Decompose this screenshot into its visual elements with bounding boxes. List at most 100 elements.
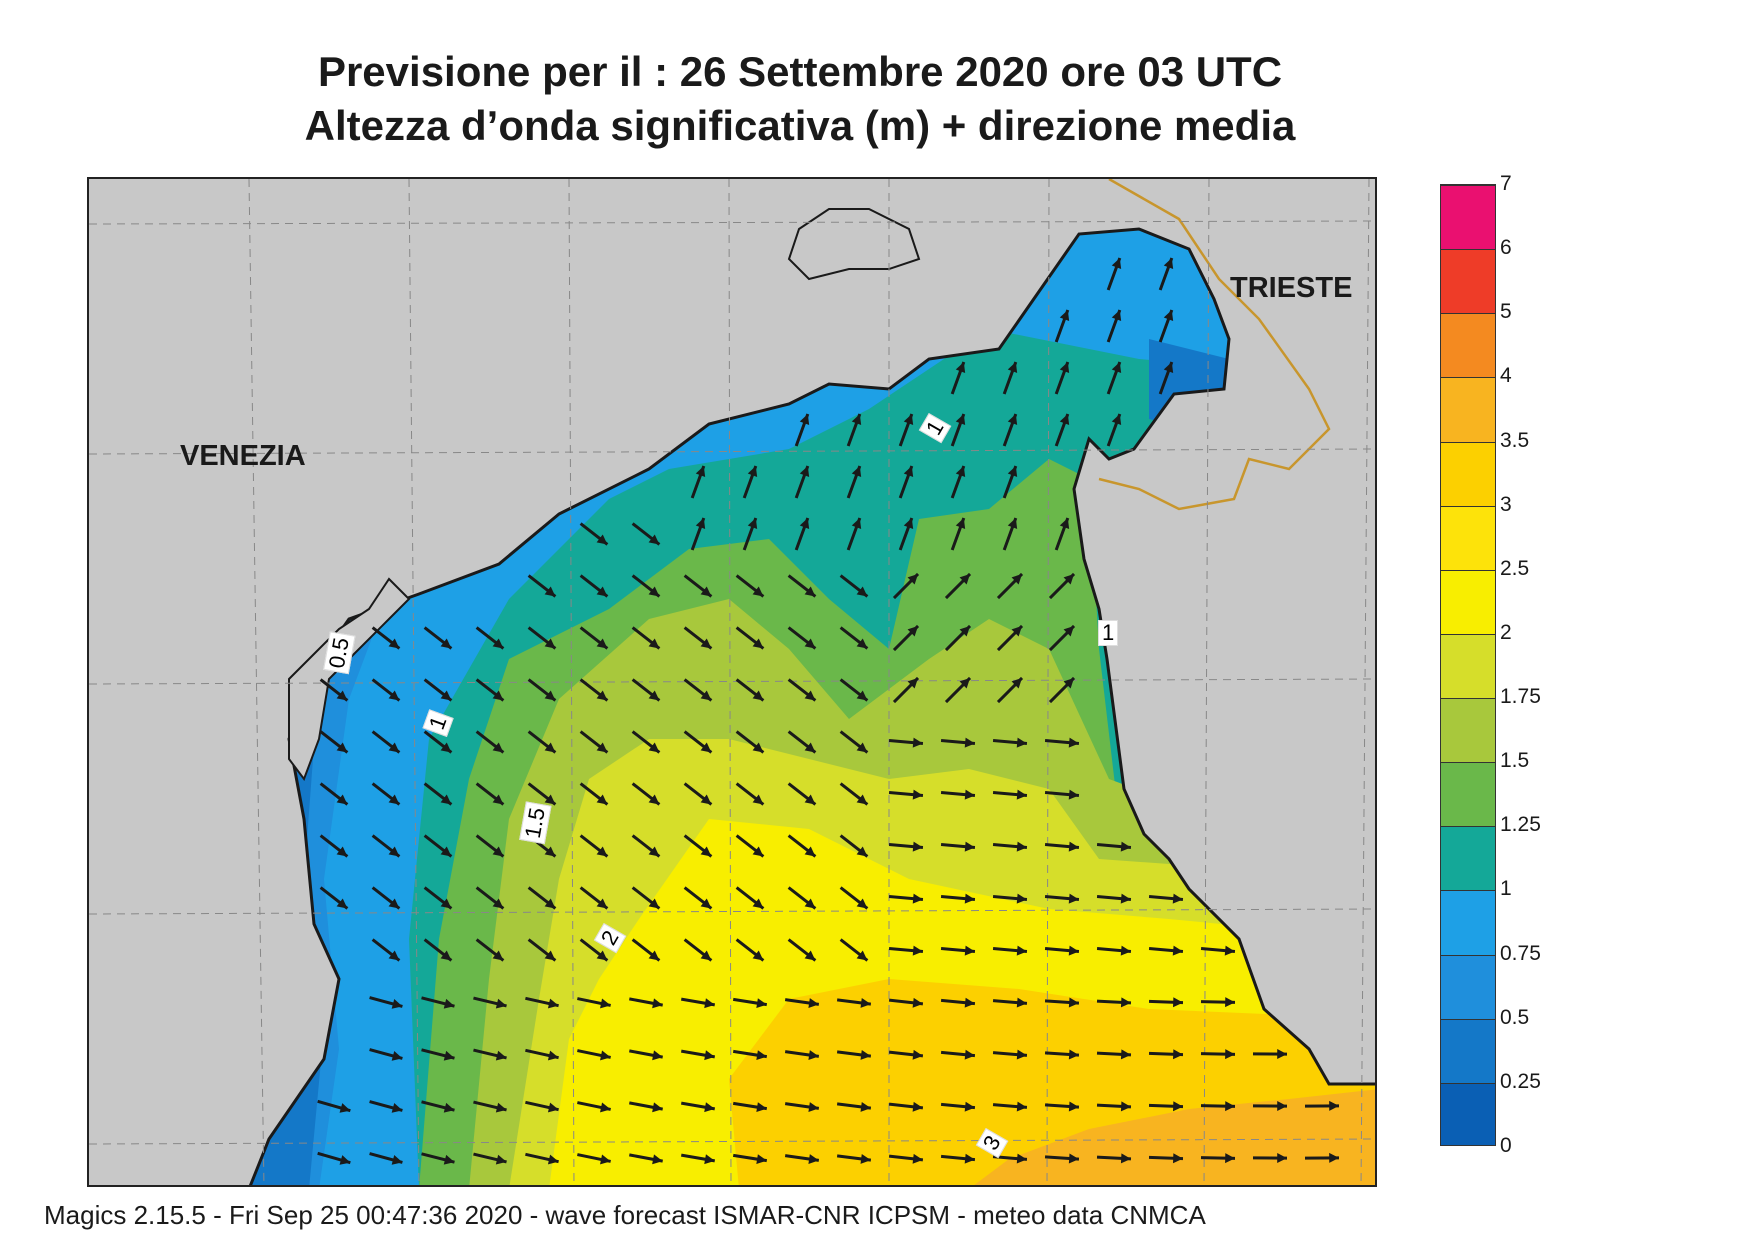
colorbar-segment xyxy=(1441,633,1495,699)
direction-arrow-head xyxy=(1111,258,1122,269)
direction-arrow-head xyxy=(1063,625,1075,637)
direction-arrow-head xyxy=(851,466,862,477)
direction-arrow-head xyxy=(752,690,764,701)
colorbar-segment xyxy=(1441,698,1495,763)
direction-arrow-head xyxy=(1173,997,1183,1008)
colorbar-segment xyxy=(1441,890,1495,955)
direction-arrow-head xyxy=(955,362,966,373)
direction-arrow-head xyxy=(752,586,764,597)
colorbar-tick-label: 6 xyxy=(1500,236,1512,260)
direction-arrow-head xyxy=(388,846,400,857)
direction-arrow-head xyxy=(1111,310,1122,321)
direction-arrow-head xyxy=(600,998,611,1009)
direction-arrow-head xyxy=(799,414,810,425)
direction-arrow-head xyxy=(1016,1153,1027,1164)
direction-arrow-head xyxy=(907,573,919,585)
direction-arrow-head xyxy=(652,1050,663,1061)
direction-arrow-head xyxy=(1120,1049,1131,1060)
direction-arrow-head xyxy=(964,997,975,1008)
direction-arrow-head xyxy=(443,1050,455,1061)
wave-direction-arrows xyxy=(317,257,1340,1165)
direction-arrow-head xyxy=(544,742,556,753)
direction-arrow-head xyxy=(955,518,966,529)
direction-arrow-head xyxy=(391,1051,403,1061)
direction-arrow-head xyxy=(955,414,966,425)
direction-arrow-head xyxy=(388,638,400,649)
direction-arrow-head xyxy=(856,898,868,909)
direction-arrow-head xyxy=(1111,362,1122,373)
direction-arrow-head xyxy=(492,898,504,909)
direction-arrow-head xyxy=(903,518,914,529)
colorbar-tick-label: 3.5 xyxy=(1500,428,1530,452)
colorbar-segment xyxy=(1441,1018,1495,1083)
direction-arrow-head xyxy=(964,1153,975,1164)
direction-arrow-head xyxy=(648,742,660,753)
direction-arrow-head xyxy=(1059,310,1070,321)
direction-arrow-head xyxy=(492,690,504,701)
wave-height-map xyxy=(87,177,1377,1187)
direction-arrow-head xyxy=(856,586,868,597)
colorbar-tick-label: 1.75 xyxy=(1500,685,1541,709)
direction-arrow-head xyxy=(752,950,764,961)
direction-arrow-head xyxy=(1277,1049,1287,1060)
direction-arrow-head xyxy=(700,690,712,701)
direction-arrow-head xyxy=(808,1154,819,1164)
direction-arrow-head xyxy=(912,1049,923,1060)
direction-arrow-head xyxy=(1329,1152,1339,1163)
colorbar-tick-label: 3 xyxy=(1500,492,1512,516)
direction-arrow-head xyxy=(648,638,660,649)
direction-arrow-head xyxy=(752,742,764,753)
direction-arrow-head xyxy=(440,794,452,805)
direction-arrow-head xyxy=(596,690,608,701)
direction-arrow-head xyxy=(1007,362,1018,373)
direction-arrow-head xyxy=(1277,1153,1287,1164)
direction-arrow-head xyxy=(1007,518,1018,529)
colorbar-tick-label: 2 xyxy=(1500,620,1512,644)
direction-arrow-head xyxy=(1016,789,1027,800)
colorbar-segment xyxy=(1441,441,1495,506)
direction-arrow-head xyxy=(1068,737,1079,748)
direction-arrow-head xyxy=(1224,945,1235,956)
direction-arrow-head xyxy=(860,997,871,1008)
direction-arrow-head xyxy=(388,742,400,753)
direction-arrow-head xyxy=(1225,997,1235,1008)
direction-arrow-head xyxy=(596,742,608,753)
direction-arrow-head xyxy=(1173,1101,1183,1112)
colorbar-tick-label: 0.25 xyxy=(1500,1069,1541,1093)
direction-arrow-head xyxy=(955,466,966,477)
colorbar-tick-label: 7 xyxy=(1500,172,1512,195)
direction-arrow-head xyxy=(544,794,556,805)
direction-arrow-head xyxy=(903,414,914,425)
direction-arrow-head xyxy=(804,794,816,805)
direction-arrow-head xyxy=(391,1155,403,1165)
direction-arrow-head xyxy=(907,625,919,637)
direction-arrow-head xyxy=(544,586,556,597)
direction-arrow-head xyxy=(1016,841,1027,852)
direction-arrow-head xyxy=(700,586,712,597)
direction-arrow-head xyxy=(752,794,764,805)
direction-arrow-head xyxy=(1016,997,1027,1008)
direction-arrow-head xyxy=(804,742,816,753)
direction-arrow-head xyxy=(964,1049,975,1060)
direction-arrow-head xyxy=(700,898,712,909)
direction-arrow-head xyxy=(596,794,608,805)
direction-arrow-head xyxy=(1329,1100,1339,1111)
direction-arrow-head xyxy=(1173,1153,1183,1164)
direction-arrow-head xyxy=(336,742,348,753)
footer-credits: Magics 2.15.5 - Fri Sep 25 00:47:36 2020… xyxy=(44,1200,1206,1230)
direction-arrow-head xyxy=(912,1153,923,1164)
direction-arrow-head xyxy=(339,1103,351,1113)
direction-arrow-head xyxy=(1063,677,1075,689)
colorbar-tick-label: 0.5 xyxy=(1500,1005,1530,1029)
direction-arrow-head xyxy=(756,1154,767,1165)
direction-arrow-head xyxy=(804,586,816,597)
direction-arrow-head xyxy=(596,586,608,597)
direction-arrow-head xyxy=(1007,414,1018,425)
colorbar-tick-label: 1.25 xyxy=(1500,813,1541,837)
direction-arrow-head xyxy=(391,1103,403,1113)
direction-arrow-head xyxy=(492,846,504,857)
direction-arrow-head xyxy=(964,789,975,800)
direction-arrow-head xyxy=(856,742,868,753)
direction-arrow-head xyxy=(860,1049,871,1060)
direction-arrow-head xyxy=(547,1102,559,1113)
